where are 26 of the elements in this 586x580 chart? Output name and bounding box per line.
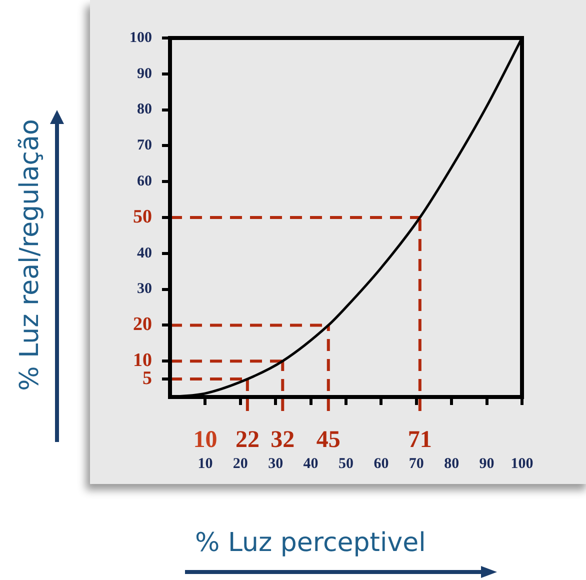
x-tick-label: 100 <box>510 456 534 472</box>
ref-line-label: 45 <box>316 427 340 454</box>
x-tick-label: 70 <box>408 456 424 472</box>
y-tick-label: 40 <box>137 245 152 262</box>
x-tick-label: 10 <box>198 456 213 472</box>
y-axis-title: % Luz real/regulação <box>15 119 45 391</box>
y-tick-label: 20 <box>133 314 152 336</box>
y-tick-label: 60 <box>137 173 152 190</box>
ref-line-label: 71 <box>408 427 432 454</box>
y-tick-label: 30 <box>137 281 152 298</box>
x-tick-label: 80 <box>444 456 460 472</box>
ref-line-label: 22 <box>235 427 260 454</box>
y-tick-label: 50 <box>133 206 152 228</box>
x-axis-title: % Luz perceptivel <box>195 528 426 558</box>
x-tick-label: 30 <box>268 456 284 472</box>
x-tick-label: 40 <box>303 456 318 472</box>
y-tick-label: 80 <box>137 102 152 118</box>
annotation: 10 <box>193 427 218 454</box>
x-tick-label: 90 <box>479 456 494 472</box>
x-tick-label: 50 <box>338 456 354 472</box>
y-tick-label: 70 <box>137 138 152 154</box>
x-tick-label: 20 <box>232 456 248 472</box>
y-tick-label: 100 <box>130 30 152 46</box>
x-tick-label: 60 <box>374 456 389 472</box>
y-tick-label: 90 <box>137 66 152 82</box>
ref-line-label: 32 <box>270 427 295 454</box>
